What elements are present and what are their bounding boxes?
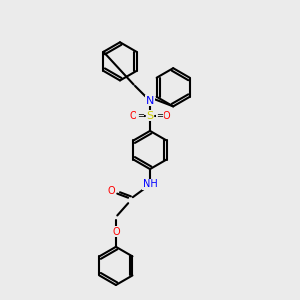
Text: O: O bbox=[130, 111, 137, 121]
Text: NH: NH bbox=[142, 179, 158, 189]
Text: O: O bbox=[163, 111, 170, 121]
Text: O: O bbox=[107, 186, 115, 196]
Text: N: N bbox=[146, 96, 154, 106]
Text: =: = bbox=[156, 111, 163, 120]
Text: O: O bbox=[112, 227, 120, 237]
Text: =: = bbox=[137, 111, 144, 120]
Text: S: S bbox=[146, 111, 154, 121]
